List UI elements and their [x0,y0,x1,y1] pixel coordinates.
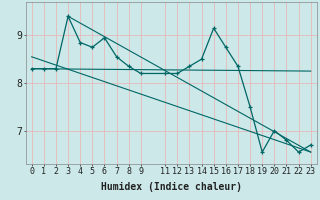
X-axis label: Humidex (Indice chaleur): Humidex (Indice chaleur) [101,182,242,192]
